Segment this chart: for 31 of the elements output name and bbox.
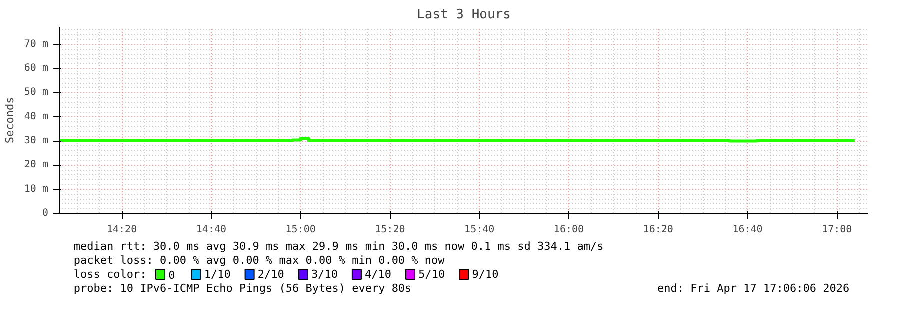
legend-label: 2/10 xyxy=(258,268,284,281)
y-tick-label: 20 m xyxy=(24,160,49,171)
y-tick-label: 60 m xyxy=(24,63,49,74)
x-tick-label: 15:40 xyxy=(464,224,495,236)
x-tick-label: 14:20 xyxy=(107,224,138,236)
x-tick-label: 17:00 xyxy=(822,224,852,236)
y-tick-label: 0 xyxy=(42,208,49,219)
text: median rtt: 30.0 ms avg 30.9 ms max 29.9 ms min 30.0 ms now 0.1 ms sd 334.1 am/s xyxy=(74,240,604,253)
text: packet loss: 0.00 % avg 0.00 % max 0.00 % min 0.00 % now xyxy=(74,254,446,267)
x-tick-label: 16:40 xyxy=(732,224,763,236)
y-axis-title: Seconds xyxy=(3,97,16,144)
legend-label: 0 xyxy=(168,269,176,282)
x-tick-label: 16:20 xyxy=(643,224,674,236)
legend-label: 3/10 xyxy=(311,268,338,281)
x-tick-label: 16:00 xyxy=(554,224,584,236)
x-tick-label: 15:00 xyxy=(286,224,316,236)
text: end: Fri Apr 17 17:06:06 2026 xyxy=(658,282,850,295)
legend-title: loss color: xyxy=(74,268,147,281)
chart-title: Last 3 Hours xyxy=(417,8,511,22)
y-tick-label: 50 m xyxy=(24,87,49,98)
y-tick-label: 40 m xyxy=(24,111,49,122)
legend-label: 5/10 xyxy=(418,268,446,281)
y-tick-label: 30 m xyxy=(24,136,49,147)
x-tick-label: 14:40 xyxy=(196,224,227,236)
y-tick-label: 70 m xyxy=(24,38,49,50)
y-tick-label: 10 m xyxy=(24,184,49,195)
legend-label: 4/10 xyxy=(365,268,392,281)
legend-label: 9/10 xyxy=(472,268,499,281)
legend-label: 1/10 xyxy=(204,268,231,281)
x-tick-label: 15:20 xyxy=(375,224,406,236)
text: probe: 10 IPv6-ICMP Echo Pings (56 Bytes) every 80s xyxy=(74,282,412,295)
